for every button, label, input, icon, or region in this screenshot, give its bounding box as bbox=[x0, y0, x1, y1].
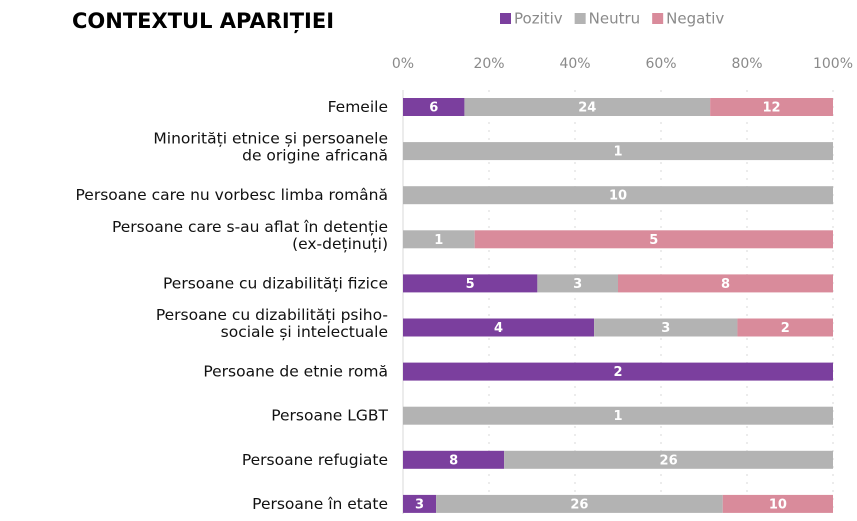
bar-segment bbox=[403, 362, 833, 381]
y-tick-label: Persoane LGBT bbox=[271, 406, 388, 424]
x-tick-label: 80% bbox=[731, 56, 762, 72]
label-line: Persoane de etnie romă bbox=[203, 362, 388, 380]
x-tick-label: 40% bbox=[559, 56, 590, 72]
data-label: 26 bbox=[570, 497, 588, 512]
bar-segment bbox=[464, 98, 711, 116]
label-line: Femeile bbox=[328, 98, 388, 116]
label-line: Persoane care s-au aflat în detenție bbox=[112, 217, 388, 235]
bar-segment bbox=[403, 274, 538, 293]
bar-segment bbox=[504, 450, 833, 469]
data-label: 6 bbox=[429, 101, 438, 116]
y-tick-label: Persoane care nu vorbesc limba română bbox=[76, 186, 388, 204]
label-line: Persoane LGBT bbox=[271, 406, 388, 424]
data-label: 8 bbox=[721, 277, 730, 292]
y-tick-label: Persoane în etate bbox=[252, 494, 388, 512]
bar-segment bbox=[403, 98, 465, 116]
data-label: 8 bbox=[449, 453, 458, 468]
y-tick-label: Femeile bbox=[328, 98, 388, 116]
label-line: Persoane în etate bbox=[252, 494, 388, 512]
data-label: 3 bbox=[573, 277, 582, 292]
label-line: (ex-deținuți) bbox=[292, 234, 388, 252]
bar-segment bbox=[537, 274, 618, 293]
data-label: 1 bbox=[613, 409, 622, 424]
data-label: 10 bbox=[769, 497, 787, 512]
label-line: de origine africană bbox=[242, 146, 388, 164]
data-label: 10 bbox=[609, 189, 627, 204]
data-label: 1 bbox=[613, 145, 622, 160]
bar-segment bbox=[403, 142, 833, 161]
y-tick-label: Persoane care s-au aflat în detenție (ex-… bbox=[112, 217, 388, 252]
x-tick-label: 60% bbox=[645, 56, 676, 72]
label-line: Minorități etnice și persoanele bbox=[153, 129, 388, 147]
data-label: 4 bbox=[494, 321, 503, 336]
label-line: Persoane refugiate bbox=[242, 450, 388, 468]
data-label: 12 bbox=[763, 101, 781, 116]
chart-title: CONTEXTUL APARIȚIEI bbox=[72, 9, 334, 34]
bar-segment bbox=[403, 494, 437, 513]
y-tick-label: Persoane cu dizabilități fizice bbox=[163, 274, 388, 292]
bar-segment bbox=[737, 318, 833, 337]
data-label: 2 bbox=[613, 365, 622, 380]
bar-segment bbox=[618, 274, 833, 293]
data-label: 3 bbox=[415, 497, 424, 512]
legend-swatch bbox=[574, 13, 586, 24]
bar-segment bbox=[594, 318, 738, 337]
label-line: Persoane cu dizabilități fizice bbox=[163, 274, 388, 292]
label-line: sociale și intelectuale bbox=[221, 323, 388, 341]
data-label: 24 bbox=[578, 101, 596, 116]
data-label: 5 bbox=[649, 233, 658, 248]
x-tick-label: 100% bbox=[813, 56, 853, 72]
y-tick-label: Persoane cu dizabilități psiho-sociale ș… bbox=[156, 306, 388, 341]
bar-segment bbox=[403, 318, 595, 337]
legend-label: Pozitiv bbox=[514, 10, 563, 28]
bar-segment bbox=[403, 186, 833, 205]
bar-segment bbox=[474, 230, 833, 249]
data-label: 1 bbox=[434, 233, 443, 248]
bar-segment bbox=[403, 230, 475, 249]
bar-segment bbox=[436, 494, 723, 513]
x-tick-label: 20% bbox=[473, 56, 504, 72]
label-line: Persoane care nu vorbesc limba română bbox=[76, 186, 388, 204]
bar-segment bbox=[403, 450, 505, 469]
data-label: 3 bbox=[661, 321, 670, 336]
bar-segment bbox=[710, 98, 833, 116]
legend-label: Negativ bbox=[666, 10, 724, 28]
bar-segment bbox=[722, 494, 833, 513]
data-label: 5 bbox=[466, 277, 475, 292]
legend-swatch bbox=[500, 13, 511, 24]
bar-segment bbox=[403, 406, 833, 425]
x-tick-label: 0% bbox=[392, 56, 414, 72]
y-tick-label: Persoane de etnie romă bbox=[203, 362, 388, 380]
data-label: 26 bbox=[660, 453, 678, 468]
data-label: 2 bbox=[781, 321, 790, 336]
legend-swatch bbox=[652, 13, 664, 24]
y-tick-label: Persoane refugiate bbox=[242, 450, 388, 468]
y-tick-label: Minorități etnice și persoanele de origin… bbox=[153, 129, 388, 164]
label-line: Persoane cu dizabilități psiho- bbox=[156, 306, 388, 324]
legend-label: Neutru bbox=[589, 10, 641, 28]
